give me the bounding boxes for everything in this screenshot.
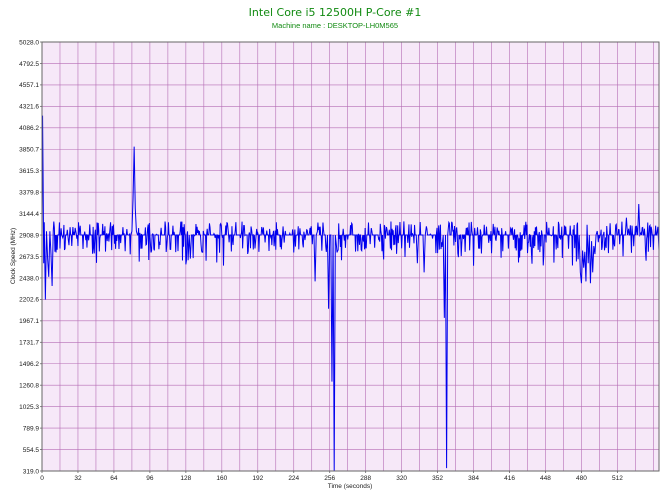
x-tick-label: 416 — [504, 475, 515, 482]
series-line-clock-speed — [41, 115, 660, 472]
y-tick-label: 1496.2 — [19, 361, 39, 368]
y-tick-label: 1731.7 — [19, 340, 39, 347]
y-axis-title: Clock Speed (MHz) — [10, 228, 17, 284]
y-tick-label: 2438.0 — [19, 275, 39, 282]
y-tick-label: 4086.2 — [19, 125, 39, 132]
series-layer — [41, 115, 660, 472]
y-tick-label: 2673.5 — [19, 254, 39, 261]
x-tick-label: 352 — [432, 475, 443, 482]
y-tick-label: 4321.6 — [19, 104, 39, 111]
y-tick-label: 1025.3 — [19, 404, 39, 411]
y-tick-label: 3144.4 — [19, 211, 39, 218]
x-tick-label: 32 — [74, 475, 82, 482]
x-tick-label: 0 — [40, 475, 44, 482]
x-tick-labels: 0 32 64 96 128 160 192 224 256 288 320 352 384 416 448… — [40, 471, 623, 482]
y-tick-labels: 319.0 554.5 789.9 1025.3 1260.8 1496.2 1731.7 1… — [19, 39, 42, 475]
x-tick-label: 448 — [540, 475, 551, 482]
x-tick-label: 96 — [146, 475, 154, 482]
x-tick-label: 256 — [324, 475, 335, 482]
x-tick-label: 224 — [288, 475, 299, 482]
y-tick-label: 554.5 — [23, 447, 40, 454]
y-tick-label: 3615.3 — [19, 168, 39, 175]
x-tick-label: 512 — [612, 475, 623, 482]
x-tick-label: 288 — [360, 475, 371, 482]
y-tick-label: 2202.6 — [19, 297, 39, 304]
chart-subtitle: Machine name : DESKTOP-LH0M565 — [272, 21, 398, 30]
x-tick-label: 384 — [468, 475, 479, 482]
y-tick-label: 789.9 — [23, 425, 40, 432]
x-axis-title: Time (seconds) — [328, 483, 373, 490]
chart-title: Intel Core i5 12500H P-Core #1 — [249, 6, 422, 19]
y-tick-label: 4792.5 — [19, 61, 39, 68]
grid-lines — [42, 42, 659, 471]
x-tick-label: 320 — [396, 475, 407, 482]
y-tick-label: 4557.1 — [19, 82, 39, 89]
y-tick-label: 2908.9 — [19, 232, 39, 239]
y-tick-label: 319.0 — [23, 468, 40, 475]
y-tick-label: 5028.0 — [19, 39, 39, 46]
y-tick-label: 3379.8 — [19, 189, 39, 196]
x-tick-label: 480 — [576, 475, 587, 482]
x-tick-label: 128 — [180, 475, 191, 482]
x-tick-label: 160 — [216, 475, 227, 482]
y-tick-label: 1260.8 — [19, 383, 39, 390]
x-tick-label: 192 — [252, 475, 263, 482]
x-tick-label: 64 — [110, 475, 118, 482]
y-tick-label: 3850.7 — [19, 147, 39, 154]
y-tick-label: 1967.1 — [19, 318, 39, 325]
